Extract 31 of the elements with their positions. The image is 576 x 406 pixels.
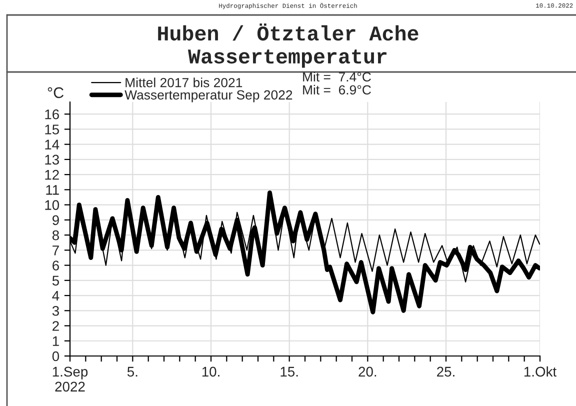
y-tick-label: 16 bbox=[45, 109, 59, 120]
y-tick-label: 1 bbox=[52, 336, 59, 346]
x-tick-label: 25. bbox=[437, 366, 454, 377]
x-tick-label: 1.Sep 2022 bbox=[52, 366, 88, 392]
y-tick-label: 2 bbox=[52, 321, 59, 331]
y-axis-title: °C bbox=[48, 87, 64, 98]
y-tick-label: 11 bbox=[46, 185, 59, 195]
y-tick-label: 3 bbox=[52, 306, 59, 316]
x-tick-label: 15. bbox=[280, 366, 298, 377]
text: Mit = 6.9°C bbox=[303, 84, 371, 95]
legend-label: Wassertemperatur Sep 2022 bbox=[124, 90, 292, 102]
y-tick-label: 14 bbox=[45, 140, 60, 150]
y-tick-label: 13 bbox=[45, 154, 59, 165]
y-tick-label: 8 bbox=[52, 230, 59, 240]
y-tick-label: 10 bbox=[45, 200, 60, 210]
y-tick-label: 4 bbox=[52, 291, 60, 301]
y-tick-label: 15 bbox=[45, 124, 60, 134]
text: Mit = 7.4°C bbox=[303, 72, 371, 82]
y-tick-label: 0 bbox=[52, 351, 60, 362]
x-tick-label: 20. bbox=[358, 366, 376, 377]
chart-subtitle: Wassertemperatur bbox=[188, 50, 386, 68]
y-tick-label: 12 bbox=[45, 170, 59, 180]
x-tick-label: 5. bbox=[127, 366, 138, 377]
y-tick-label: 9 bbox=[52, 215, 59, 226]
y-tick-label: 5 bbox=[52, 276, 59, 286]
legend-label: Mittel 2017 bis 2021 bbox=[126, 78, 242, 88]
y-tick-label: 7 bbox=[52, 246, 59, 256]
x-tick-label: 10. bbox=[202, 366, 220, 377]
y-tick-label: 6 bbox=[52, 260, 59, 270]
x-tick-label: 1.Okt bbox=[524, 366, 556, 377]
chart-title: Huben / Ötztaler Ache bbox=[158, 23, 418, 41]
